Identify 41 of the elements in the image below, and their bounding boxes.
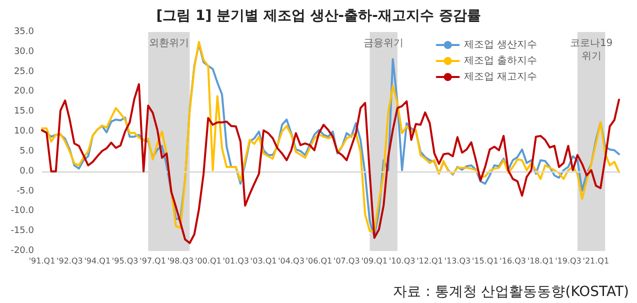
x-tick-label: '97.Q1: [140, 256, 166, 266]
legend-label: 제조업 생산지수: [464, 40, 538, 50]
y-tick-label: 0.0: [20, 166, 34, 176]
y-tick-label: 25.0: [14, 66, 34, 77]
y-tick-label: -15.0: [10, 226, 34, 236]
annotation: 금융위기: [364, 38, 404, 49]
text: 자료 : 통계청 산업활동동향(KOSTAT): [393, 284, 630, 300]
y-tick-label: -5.0: [16, 186, 34, 196]
legend-label: 제조업 출하지수: [464, 56, 538, 66]
chart-title: [그림 1] 분기별 제조업 생산-출하-재고지수 증감률: [156, 8, 481, 24]
x-tick-label: '98.Q3: [167, 256, 194, 266]
x-tick-label: '16.Q3: [500, 256, 526, 266]
x-tick-label: '92.Q3: [56, 256, 83, 266]
x-tick-label: '10.Q3: [388, 256, 416, 266]
x-tick-label: '06.Q1: [306, 256, 332, 266]
y-tick-label: 20.0: [14, 86, 34, 97]
annotation: 외환위기: [148, 38, 189, 49]
x-tick-label: '18.Q1: [527, 256, 554, 266]
y-tick-label: -20.0: [10, 246, 34, 256]
y-tick-label: 15.0: [14, 106, 34, 117]
y-tick-label: 5.0: [20, 146, 34, 156]
annotation: 코로나19 위기: [570, 38, 613, 62]
x-tick-label: '21.Q1: [582, 256, 610, 266]
x-tick-label: '15.Q1: [472, 256, 498, 266]
x-tick-label: '13.Q3: [444, 256, 471, 266]
x-tick-label: '04.Q3: [278, 256, 304, 266]
x-tick-label: '03.Q1: [250, 256, 277, 266]
x-tick-label: '95.Q3: [112, 256, 138, 266]
x-tick-label: '12.Q1: [416, 256, 443, 266]
x-tick-label: '01.Q3: [222, 256, 250, 266]
x-tick-label: '94.Q1: [84, 256, 111, 266]
y-tick-label: 30.0: [14, 46, 34, 57]
x-tick-label: '91.Q1: [28, 256, 56, 266]
x-tick-label: '00.Q1: [195, 256, 222, 266]
y-tick-label: -10.0: [10, 206, 34, 216]
legend-label: 제조업 재고지수: [464, 72, 538, 82]
x-tick-label: '19.Q3: [555, 256, 582, 266]
x-tick-label: '07.Q3: [334, 256, 360, 266]
y-tick-label: 10.0: [14, 126, 34, 137]
y-tick-label: 35.0: [14, 27, 34, 37]
x-tick-label: '09.Q1: [361, 256, 388, 266]
